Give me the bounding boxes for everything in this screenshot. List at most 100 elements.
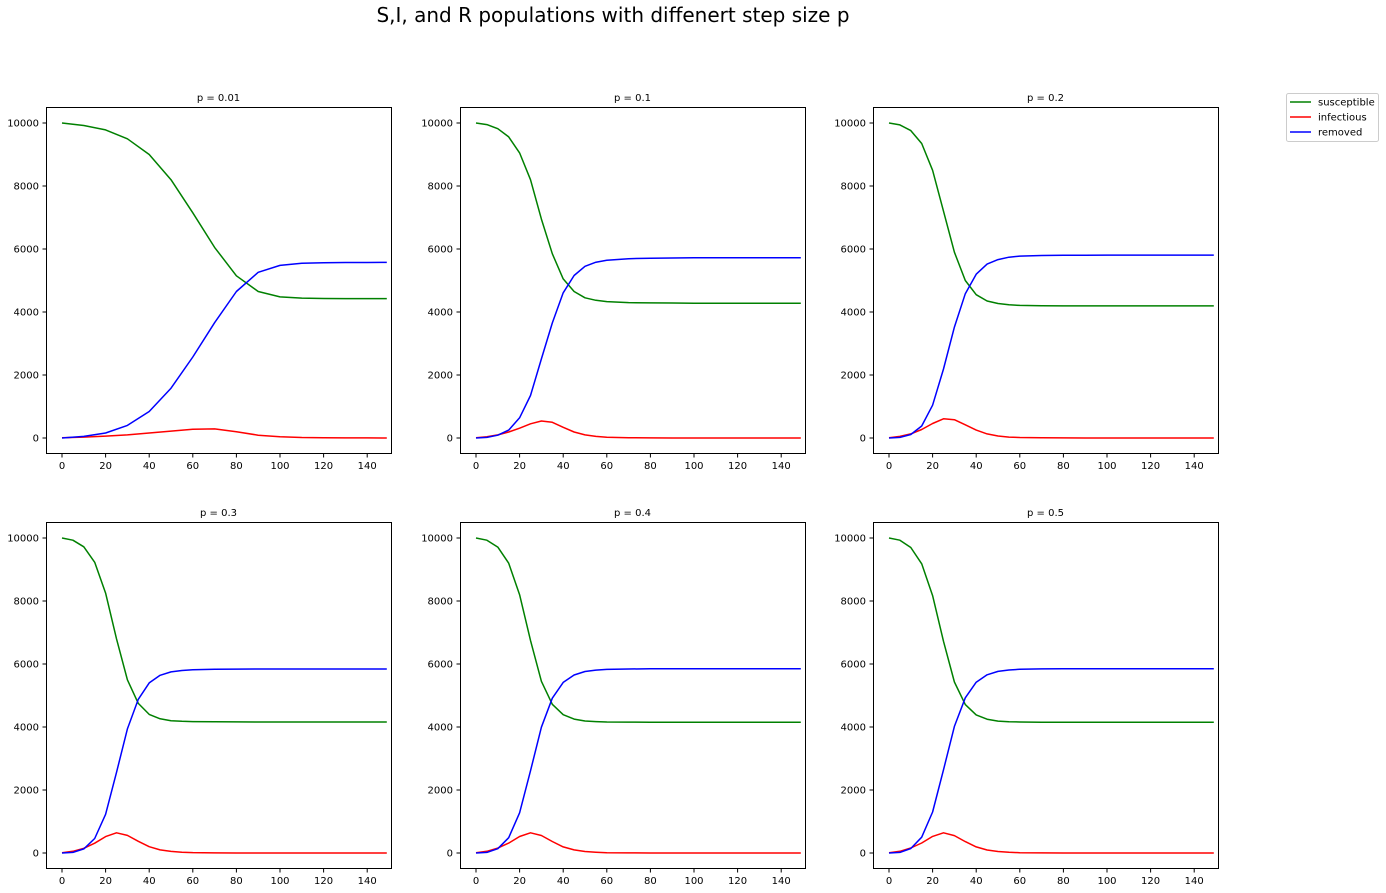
x-tick-label: 40 — [143, 461, 156, 472]
x-tick-label: 60 — [600, 876, 613, 887]
series-line-susceptible — [475, 537, 801, 724]
x-tick-label: 80 — [1057, 876, 1070, 887]
x-tick-label: 0 — [473, 461, 479, 472]
y-tick-label: 8000 — [841, 182, 866, 193]
x-tick-label: 20 — [926, 461, 939, 472]
x-tick-label: 20 — [99, 461, 112, 472]
y-tick-label: 10000 — [834, 534, 866, 545]
y-tick-label: 0 — [447, 849, 453, 860]
x-tick-label: 120 — [314, 876, 333, 887]
x-tick-label: 120 — [1141, 876, 1160, 887]
x-tick-label: 120 — [1141, 461, 1160, 472]
legend-label-infectious: infectious — [1318, 113, 1367, 124]
figure-title: S,I, and R populations with diffenert st… — [376, 3, 850, 27]
x-tick-label: 100 — [270, 461, 289, 472]
x-tick-label: 60 — [600, 461, 613, 472]
x-tick-label: 100 — [270, 876, 289, 887]
x-tick-label: 80 — [1057, 461, 1070, 472]
x-tick-label: 80 — [230, 461, 243, 472]
x-tick-label: 140 — [358, 461, 377, 472]
x-tick-label: 40 — [970, 876, 983, 887]
y-tick-label: 8000 — [841, 597, 866, 608]
x-tick-label: 80 — [230, 876, 243, 887]
x-tick-label: 80 — [644, 876, 657, 887]
x-tick-label: 0 — [886, 461, 892, 472]
axes-frame — [46, 107, 392, 454]
subplot: p = 0.01 0 20 40 60 80 100 120 140 0 2000 4000 6000 8… — [7, 93, 392, 472]
y-tick-label: 6000 — [428, 245, 453, 256]
x-tick-label: 20 — [513, 461, 526, 472]
y-tick-label: 6000 — [428, 660, 453, 671]
x-tick-label: 100 — [1097, 876, 1116, 887]
legend-label-removed: removed — [1318, 128, 1362, 139]
y-tick-label: 8000 — [428, 597, 453, 608]
series-line-infectious — [888, 832, 1214, 854]
y-tick-label: 0 — [33, 434, 39, 445]
x-tick-label: 20 — [513, 876, 526, 887]
x-tick-label: 120 — [728, 876, 747, 887]
y-tick-label: 4000 — [841, 723, 866, 734]
series-line-susceptible — [61, 537, 387, 723]
series-line-infectious — [475, 420, 801, 439]
x-tick-label: 140 — [772, 876, 791, 887]
x-tick-label: 40 — [557, 876, 570, 887]
y-tick-label: 2000 — [841, 371, 866, 382]
series-line-removed — [475, 667, 801, 854]
x-tick-label: 100 — [684, 461, 703, 472]
axes-frame — [46, 522, 392, 869]
x-tick-label: 0 — [59, 876, 65, 887]
series-line-removed — [888, 254, 1214, 439]
series-line-susceptible — [475, 122, 801, 304]
x-tick-label: 20 — [926, 876, 939, 887]
subplot-title: p = 0.3 — [200, 508, 237, 519]
y-tick-label: 10000 — [421, 119, 453, 130]
legend: susceptible infectious removed — [1286, 93, 1379, 142]
x-tick-label: 40 — [143, 876, 156, 887]
subplot: p = 0.3 0 20 40 60 80 100 120 140 0 2000 4000 6000 80… — [7, 508, 392, 887]
y-tick-label: 0 — [860, 434, 866, 445]
y-tick-label: 6000 — [14, 245, 39, 256]
y-tick-label: 8000 — [14, 182, 39, 193]
y-tick-label: 2000 — [841, 786, 866, 797]
subplot-title: p = 0.1 — [614, 93, 651, 104]
x-tick-label: 60 — [1013, 461, 1026, 472]
x-tick-label: 100 — [684, 876, 703, 887]
y-tick-label: 2000 — [14, 786, 39, 797]
subplot-title: p = 0.2 — [1027, 93, 1064, 104]
subplot: p = 0.1 0 20 40 60 80 100 120 140 0 2000 4000 6000 80… — [421, 93, 806, 472]
y-tick-label: 4000 — [841, 308, 866, 319]
y-tick-label: 8000 — [428, 182, 453, 193]
series-line-removed — [475, 257, 801, 439]
y-tick-label: 10000 — [7, 534, 39, 545]
axes-frame — [873, 107, 1219, 454]
y-tick-label: 10000 — [7, 119, 39, 130]
x-tick-label: 140 — [1185, 876, 1204, 887]
series-line-removed — [61, 668, 387, 854]
x-tick-label: 100 — [1097, 461, 1116, 472]
subplot: p = 0.2 0 20 40 60 80 100 120 140 0 2000 4000 6000 80… — [834, 93, 1219, 472]
x-tick-label: 0 — [59, 461, 65, 472]
x-tick-label: 120 — [314, 461, 333, 472]
x-tick-label: 80 — [644, 461, 657, 472]
axes-frame — [460, 522, 806, 869]
subplot-title: p = 0.5 — [1027, 508, 1064, 519]
y-tick-label: 0 — [447, 434, 453, 445]
axes-frame — [460, 107, 806, 454]
y-tick-label: 0 — [860, 849, 866, 860]
x-tick-label: 40 — [557, 461, 570, 472]
series-line-susceptible — [888, 537, 1214, 724]
x-tick-label: 20 — [99, 876, 112, 887]
y-tick-label: 2000 — [428, 786, 453, 797]
y-tick-label: 4000 — [428, 723, 453, 734]
legend-frame — [1286, 93, 1379, 142]
axes-frame — [873, 522, 1219, 869]
x-tick-label: 140 — [772, 461, 791, 472]
series-line-susceptible — [61, 122, 387, 300]
y-tick-label: 6000 — [841, 245, 866, 256]
series-line-infectious — [888, 418, 1214, 439]
x-tick-label: 0 — [473, 876, 479, 887]
subplot-title: p = 0.4 — [614, 508, 651, 519]
subplot-title: p = 0.01 — [197, 93, 240, 104]
y-tick-label: 6000 — [841, 660, 866, 671]
